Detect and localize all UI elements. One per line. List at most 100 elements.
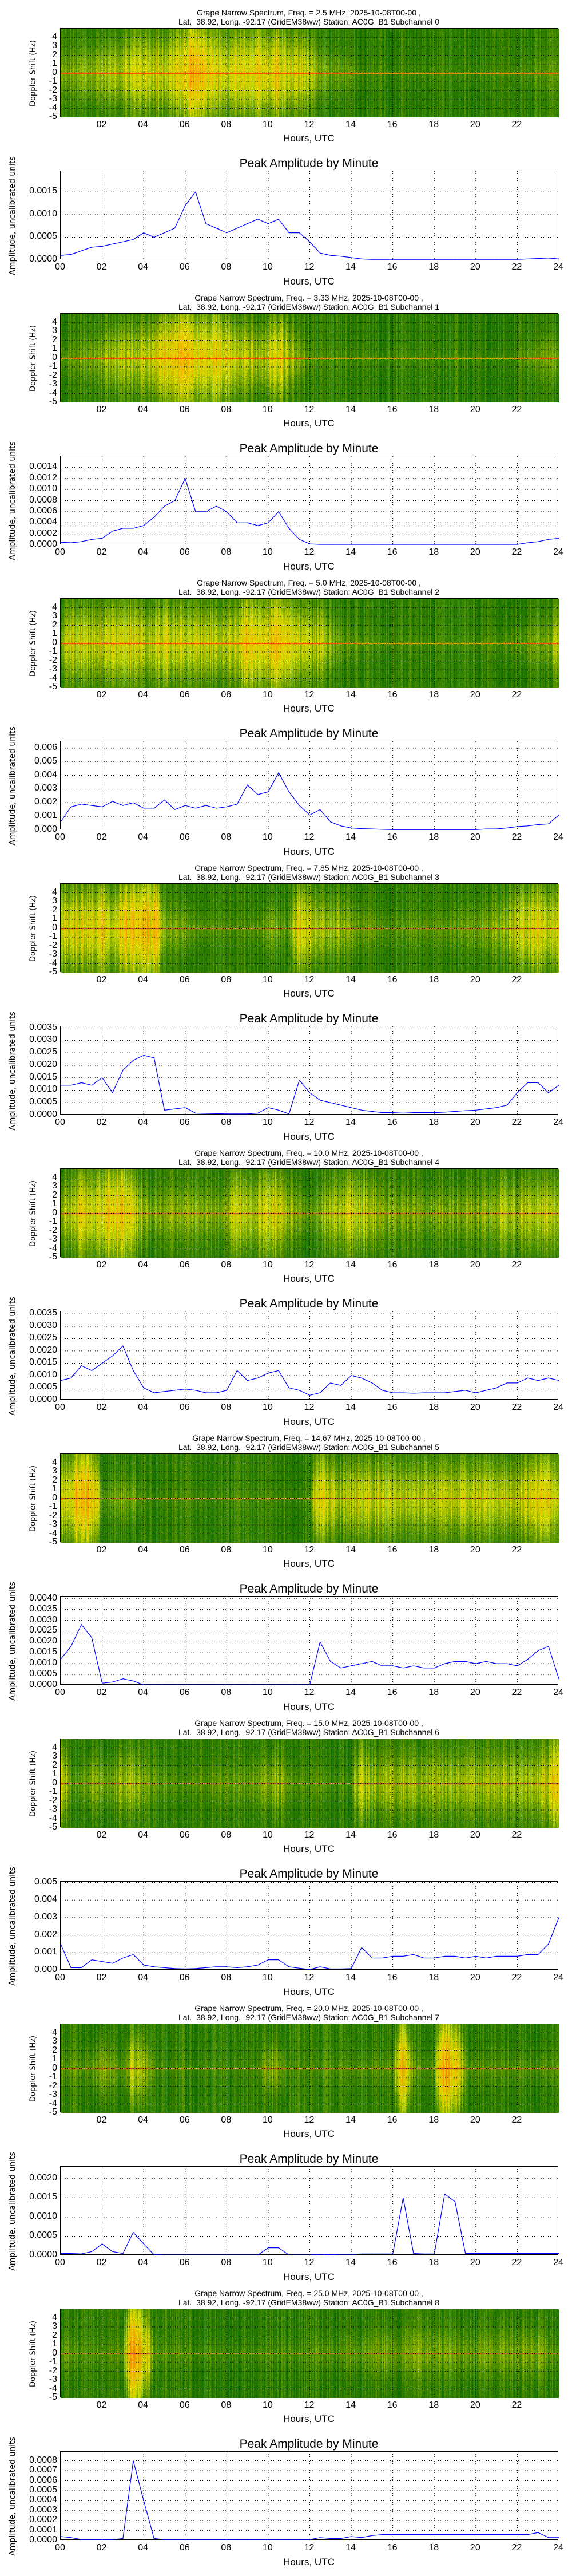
y-tick-label: 0.0003 [29, 2504, 57, 2515]
y-tick-label: -3 [49, 2374, 57, 2384]
x-tick-label: 16 [387, 2400, 398, 2410]
x-tick-label: 24 [553, 1117, 563, 1127]
amplitude-data-point [205, 2539, 206, 2540]
amplitude-data-point [195, 2539, 196, 2540]
amplitude-data-point [392, 1955, 394, 1957]
amplitude-chart [61, 2167, 559, 2255]
amplitude-chart [61, 741, 559, 830]
amplitude-title: Peak Amplitude by Minute [239, 157, 379, 170]
y-axis-label: Amplitude, uncalibrated units [8, 726, 17, 846]
x-tick-label: 24 [553, 2543, 563, 2553]
amplitude-data-point [392, 1665, 394, 1666]
x-tick-label: 22 [511, 1973, 522, 1982]
amplitude-data-point [70, 2537, 72, 2538]
x-tick-label: 14 [345, 1973, 356, 1982]
y-tick-label: -3 [49, 1234, 57, 1244]
x-tick-label: 12 [304, 120, 315, 129]
x-tick-label: 12 [304, 975, 315, 985]
y-tick-label: 0.0001 [29, 2524, 57, 2535]
y-tick-label: 0.0020 [29, 1636, 57, 1646]
x-tick-label: 04 [138, 975, 149, 985]
amplitude-data-point [475, 2253, 476, 2254]
y-tick-label: 1 [52, 343, 57, 353]
amplitude-data-point [413, 2253, 414, 2254]
amplitude-data-point [434, 829, 435, 830]
x-tick-label: 06 [179, 262, 190, 272]
x-tick-label: 02 [96, 2115, 107, 2125]
spectrogram-grid [61, 1454, 559, 1543]
spectrogram-plot [60, 313, 559, 402]
x-tick-label: 20 [470, 832, 480, 842]
x-tick-label: 04 [138, 2258, 149, 2267]
x-tick-label: 10 [263, 1688, 273, 1697]
x-tick-label: 10 [263, 262, 273, 272]
spectrum-title-line1: Grape Narrow Spectrum, Freq. = 25.0 MHz,… [194, 2289, 423, 2298]
x-tick-label: 12 [304, 1402, 315, 1412]
x-tick-label: 16 [387, 120, 398, 129]
x-tick-label: 06 [179, 1688, 190, 1697]
amplitude-data-point [164, 1391, 165, 1392]
x-tick-label: 06 [179, 832, 190, 842]
spectrogram-plot [60, 2024, 559, 2113]
x-tick-label: 08 [221, 1402, 232, 1412]
amplitude-data-point [330, 1382, 331, 1384]
amplitude-data-point [122, 1678, 124, 1680]
x-tick-label: 18 [428, 2400, 439, 2410]
y-tick-label: 3 [52, 896, 57, 906]
y-tick-label: 0.0015 [29, 1647, 57, 1657]
y-tick-label: 0.0035 [29, 1022, 57, 1032]
y-tick-label: 3 [52, 1181, 57, 1191]
spectrum-title-line1: Grape Narrow Spectrum, Freq. = 10.0 MHz,… [194, 1148, 423, 1157]
amplitude-data-point [517, 1665, 518, 1666]
y-tick-label: -5 [49, 1252, 57, 1262]
amplitude-data-point [465, 2534, 466, 2535]
x-tick-label: 22 [511, 690, 522, 700]
y-tick-label: 3 [52, 2036, 57, 2046]
y-tick-label: 0.0010 [29, 1084, 57, 1095]
x-tick-label: 04 [138, 2400, 149, 2410]
amplitude-data-point [527, 2253, 529, 2254]
x-tick-label: 08 [221, 832, 232, 842]
amplitude-series-line [61, 1054, 559, 1115]
x-tick-label: 00 [55, 547, 65, 557]
y-tick-label: -2 [49, 2365, 57, 2376]
y-tick-label: -5 [49, 1822, 57, 1832]
spectrum-title-line1: Grape Narrow Spectrum, Freq. = 5.0 MHz, … [197, 578, 421, 587]
x-tick-label: 02 [96, 405, 107, 414]
x-tick-label: 16 [387, 1402, 398, 1412]
amplitude-data-point [340, 2538, 341, 2539]
x-tick-label: 22 [511, 405, 522, 414]
amplitude-data-point [278, 772, 279, 773]
y-tick-label: 0.0000 [29, 539, 57, 549]
y-tick-label: -5 [49, 967, 57, 977]
amplitude-data-point [330, 2254, 331, 2255]
x-tick-label: 02 [96, 832, 107, 842]
x-tick-label: 10 [263, 2400, 273, 2410]
amplitude-data-point [247, 1380, 248, 1381]
y-tick-label: 0.0015 [29, 2192, 57, 2202]
y-axis-label: Doppler Shift (Hz) [29, 1751, 38, 1817]
amplitude-data-point [330, 2538, 331, 2539]
x-tick-label: 04 [138, 1830, 149, 1840]
y-tick-label: -4 [49, 1528, 57, 1538]
y-axis-label: Doppler Shift (Hz) [29, 40, 38, 106]
x-tick-label: 12 [304, 1973, 315, 1982]
x-tick-label: 10 [263, 1545, 273, 1555]
x-tick-label: 20 [470, 2258, 480, 2267]
x-tick-label: 08 [221, 262, 232, 272]
amplitude-data-point [309, 1969, 311, 1970]
x-tick-label: 12 [304, 2400, 315, 2410]
x-tick-label: 24 [553, 832, 563, 842]
y-axis-label: Doppler Shift (Hz) [29, 1180, 38, 1247]
amplitude-data-point [517, 259, 518, 260]
x-tick-label: 06 [179, 690, 190, 700]
spectrogram-plot [60, 1453, 559, 1543]
y-tick-label: -4 [49, 102, 57, 113]
x-tick-label: 02 [96, 1402, 107, 1412]
y-tick-label: 0.0025 [29, 1333, 57, 1343]
amplitude-data-point [558, 2537, 559, 2538]
amplitude-data-point [465, 1661, 466, 1662]
x-tick-label: 24 [553, 547, 563, 557]
x-tick-label: 00 [55, 1402, 65, 1412]
y-axis-label: Amplitude, uncalibrated units [8, 1582, 17, 1701]
